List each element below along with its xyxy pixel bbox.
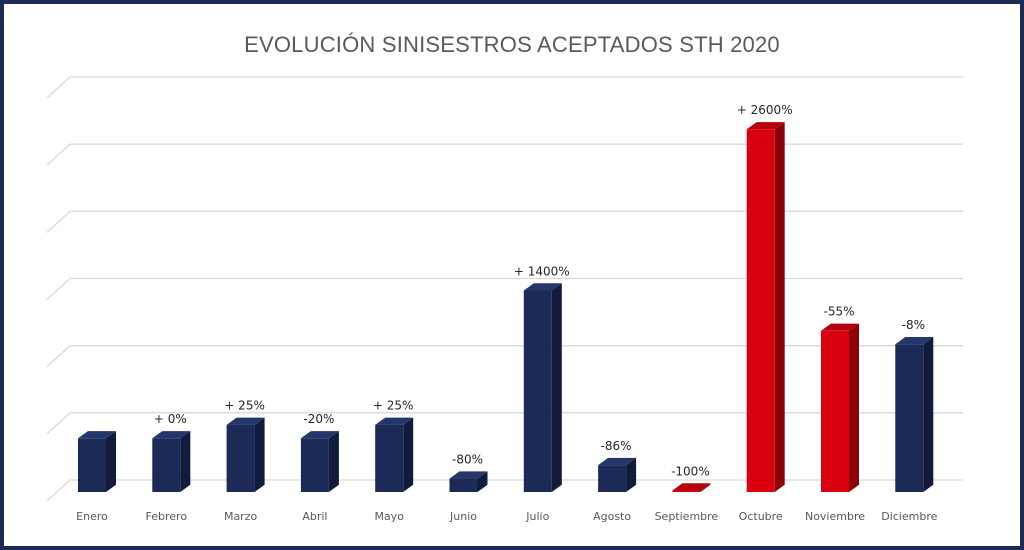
x-tick-label: Julio bbox=[525, 510, 549, 523]
bar-front bbox=[821, 330, 849, 492]
bar-front bbox=[672, 490, 701, 492]
gridline-depth bbox=[46, 210, 71, 233]
bar-side bbox=[849, 323, 859, 492]
bar bbox=[152, 431, 191, 492]
bar bbox=[449, 471, 488, 492]
bar-front bbox=[78, 438, 106, 492]
bar-side bbox=[254, 417, 265, 492]
bar bbox=[300, 431, 339, 492]
gridline-depth bbox=[46, 76, 71, 99]
data-label: -80% bbox=[452, 452, 483, 466]
bar-side bbox=[328, 431, 339, 492]
bar-chart: Enero + 0% Febrero + 25% Marzo -20% Abril + 25%… bbox=[46, 76, 963, 523]
bar bbox=[895, 337, 934, 492]
x-tick-label: Noviembre bbox=[805, 510, 865, 523]
bar-side bbox=[774, 122, 785, 492]
bar bbox=[598, 457, 637, 492]
gridline-depth bbox=[46, 345, 71, 368]
x-tick-label: Febrero bbox=[146, 510, 188, 523]
x-tick-label: Diciembre bbox=[881, 510, 937, 523]
bar-front bbox=[449, 478, 478, 492]
bar bbox=[226, 417, 265, 492]
x-tick-label: Mayo bbox=[374, 510, 404, 523]
x-tick-label: Septiembre bbox=[655, 510, 719, 523]
bar-front bbox=[226, 424, 255, 492]
bar-top bbox=[523, 283, 562, 291]
bar bbox=[746, 122, 785, 493]
bar-front bbox=[375, 424, 404, 492]
bar-top bbox=[598, 457, 637, 466]
data-label: + 25% bbox=[373, 399, 414, 413]
data-label: + 1400% bbox=[514, 264, 570, 278]
bar-side bbox=[106, 431, 116, 492]
bar-top bbox=[746, 122, 785, 130]
bar-side bbox=[923, 337, 934, 492]
bar-side bbox=[403, 417, 414, 492]
gridline-depth bbox=[46, 479, 71, 502]
bar-front bbox=[152, 438, 181, 492]
x-tick-label: Octubre bbox=[739, 510, 783, 523]
data-label: -8% bbox=[902, 318, 925, 332]
bar-top bbox=[300, 431, 339, 439]
bar bbox=[523, 283, 562, 492]
data-label: + 0% bbox=[154, 412, 187, 426]
x-tick-label: Enero bbox=[76, 510, 108, 523]
data-label: -20% bbox=[303, 412, 334, 426]
bar-side bbox=[477, 471, 488, 492]
bar-front bbox=[746, 129, 775, 493]
bar bbox=[821, 323, 859, 492]
chart-title: EVOLUCIÓN SINISESTROS ACEPTADOS STH 2020 bbox=[244, 32, 780, 57]
bar-top bbox=[449, 471, 488, 479]
data-label: + 2600% bbox=[737, 103, 793, 117]
x-tick-label: Marzo bbox=[224, 510, 258, 523]
x-tick-label: Junio bbox=[449, 510, 477, 523]
bar bbox=[672, 483, 711, 492]
bar-front bbox=[300, 438, 329, 492]
gridline-depth bbox=[46, 278, 71, 300]
bar bbox=[375, 417, 414, 492]
bar-top bbox=[895, 337, 934, 345]
bar-side bbox=[700, 483, 711, 492]
bar-side bbox=[180, 431, 191, 492]
bar-front bbox=[523, 290, 552, 492]
bar-side bbox=[626, 457, 637, 492]
data-label: -100% bbox=[671, 464, 710, 478]
bar-top bbox=[152, 431, 191, 439]
bar bbox=[78, 431, 116, 492]
bar-top bbox=[226, 417, 265, 425]
gridline-depth bbox=[46, 412, 71, 435]
bar-top bbox=[821, 323, 859, 331]
x-tick-label: Agosto bbox=[593, 510, 631, 523]
x-tick-label: Abril bbox=[302, 510, 327, 523]
bar-top bbox=[375, 417, 414, 425]
bar-top bbox=[672, 483, 711, 491]
bar-side bbox=[551, 283, 562, 492]
bar-front bbox=[598, 465, 627, 492]
data-label: -86% bbox=[601, 439, 632, 453]
gridline-depth bbox=[46, 143, 71, 166]
data-label: -55% bbox=[823, 305, 854, 319]
bar-front bbox=[895, 344, 924, 492]
data-label: + 25% bbox=[224, 399, 265, 413]
bar-top bbox=[78, 431, 116, 439]
